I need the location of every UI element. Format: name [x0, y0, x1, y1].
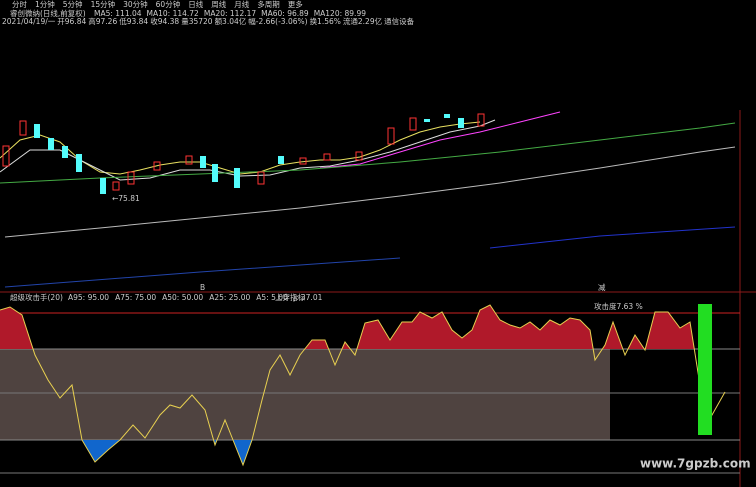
- candle: [127, 171, 135, 185]
- ma-label: MA10: 114.72: [147, 9, 200, 18]
- watermark: www.7gpzb.com: [640, 457, 751, 471]
- indicator-name: 超级攻击手(20): [10, 292, 63, 302]
- ma250-b: [489, 226, 736, 249]
- toolbar-tab: 月线: [234, 0, 249, 9]
- candle: [278, 156, 284, 164]
- low-marker: ←75.81: [112, 194, 140, 203]
- quote-header: 睿创微纳(日线,前复权) MA5: 111.04 MA10: 114.72 MA20…: [10, 8, 366, 18]
- toolbar: 分时 1分钟 5分钟 15分钟 30分钟 60分钟 日线 周线 月线 多周期 更多: [12, 0, 303, 9]
- quote-field: 开96.84: [57, 17, 86, 26]
- candle: [62, 146, 68, 158]
- buy-marker: B: [200, 283, 205, 292]
- quote-field: 幅-2.66(-3.06%): [248, 16, 307, 26]
- candle: [299, 157, 307, 165]
- ma10: [0, 119, 496, 181]
- candle: [477, 113, 485, 127]
- indicator-param: A50: 50.00: [162, 293, 203, 302]
- candle: [185, 155, 193, 165]
- candle: [323, 153, 331, 161]
- candle: [112, 181, 120, 191]
- stock-name: 睿创微纳(日线,前复权): [10, 8, 86, 18]
- quote-field: 低93.84: [119, 16, 148, 26]
- indicator-param: J: 37.01: [293, 293, 323, 302]
- sell-marker: 减: [598, 282, 606, 292]
- ma250: [4, 257, 401, 288]
- ma-label: MA60: 96.89: [261, 9, 309, 18]
- candles: [2, 113, 485, 194]
- candle: [100, 178, 106, 194]
- toolbar-tab: 30分钟: [123, 0, 148, 9]
- overbought-area: [0, 305, 725, 349]
- candle: [234, 168, 240, 188]
- candle: [387, 127, 395, 145]
- quote-field: 流通2.29亿: [343, 16, 383, 26]
- quote-field: 2021/04/19/一: [2, 17, 56, 26]
- ma120: [4, 146, 736, 238]
- quote-field: 高97.26: [88, 16, 117, 26]
- toolbar-tab: 5分钟: [63, 0, 83, 9]
- indicator-header: 超级攻击手(20) 上穿指标 攻击度7.63 % A95: 95.00 A75: …: [10, 292, 643, 311]
- mid-band: [0, 349, 610, 440]
- candle: [212, 164, 218, 182]
- candle: [257, 171, 265, 185]
- toolbar-tab: 1分钟: [35, 0, 55, 9]
- candle: [2, 145, 10, 167]
- quote-field: 换1.56%: [310, 16, 341, 26]
- toolbar-tab: 多周期: [257, 0, 280, 9]
- candle: [19, 120, 27, 136]
- quote-field: 量35720: [181, 17, 213, 26]
- candle: [76, 154, 82, 172]
- candle: [200, 156, 206, 168]
- ma20: [319, 111, 561, 169]
- candle: [424, 119, 430, 122]
- toolbar-tab: 分时: [12, 0, 27, 9]
- ma-label: MA5: 111.04: [94, 9, 142, 18]
- indicator-param: A25: 25.00: [209, 293, 250, 302]
- toolbar-tab: 更多: [288, 0, 303, 9]
- toolbar-tab: 15分钟: [91, 0, 116, 9]
- ma-label: MA120: 89.99: [314, 9, 367, 18]
- toolbar-tab: 周线: [211, 0, 226, 9]
- quote-field: 收94.38: [150, 16, 179, 26]
- ma5: [0, 121, 481, 175]
- indicator-param: A95: 95.00: [68, 293, 109, 302]
- indicator-param: A5: 5.00: [256, 293, 288, 302]
- quote-detail: 2021/04/19/一 开96.84 高97.26 低93.84 收94.38 量357…: [2, 16, 415, 26]
- ma60: [0, 122, 736, 184]
- candle: [409, 117, 417, 131]
- candle: [458, 118, 464, 128]
- ma-label: MA20: 112.17: [204, 9, 257, 18]
- candle: [153, 161, 161, 171]
- candle: [444, 114, 450, 118]
- attack-bar: [698, 304, 712, 435]
- indicator-param: A75: 75.00: [115, 293, 156, 302]
- attack-label: 攻击度7.63 %: [594, 301, 643, 311]
- toolbar-tab: 日线: [188, 0, 203, 9]
- ma-lines: [0, 111, 736, 288]
- candle: [48, 138, 54, 150]
- toolbar-tab: 60分钟: [156, 0, 181, 9]
- j-line: [0, 304, 726, 467]
- signal-label: 上穿指标: [275, 292, 305, 302]
- quote-field: 通信设备: [384, 16, 414, 26]
- candle: [355, 151, 363, 161]
- quote-field: 额3.04亿: [215, 16, 247, 26]
- candle: [34, 124, 40, 138]
